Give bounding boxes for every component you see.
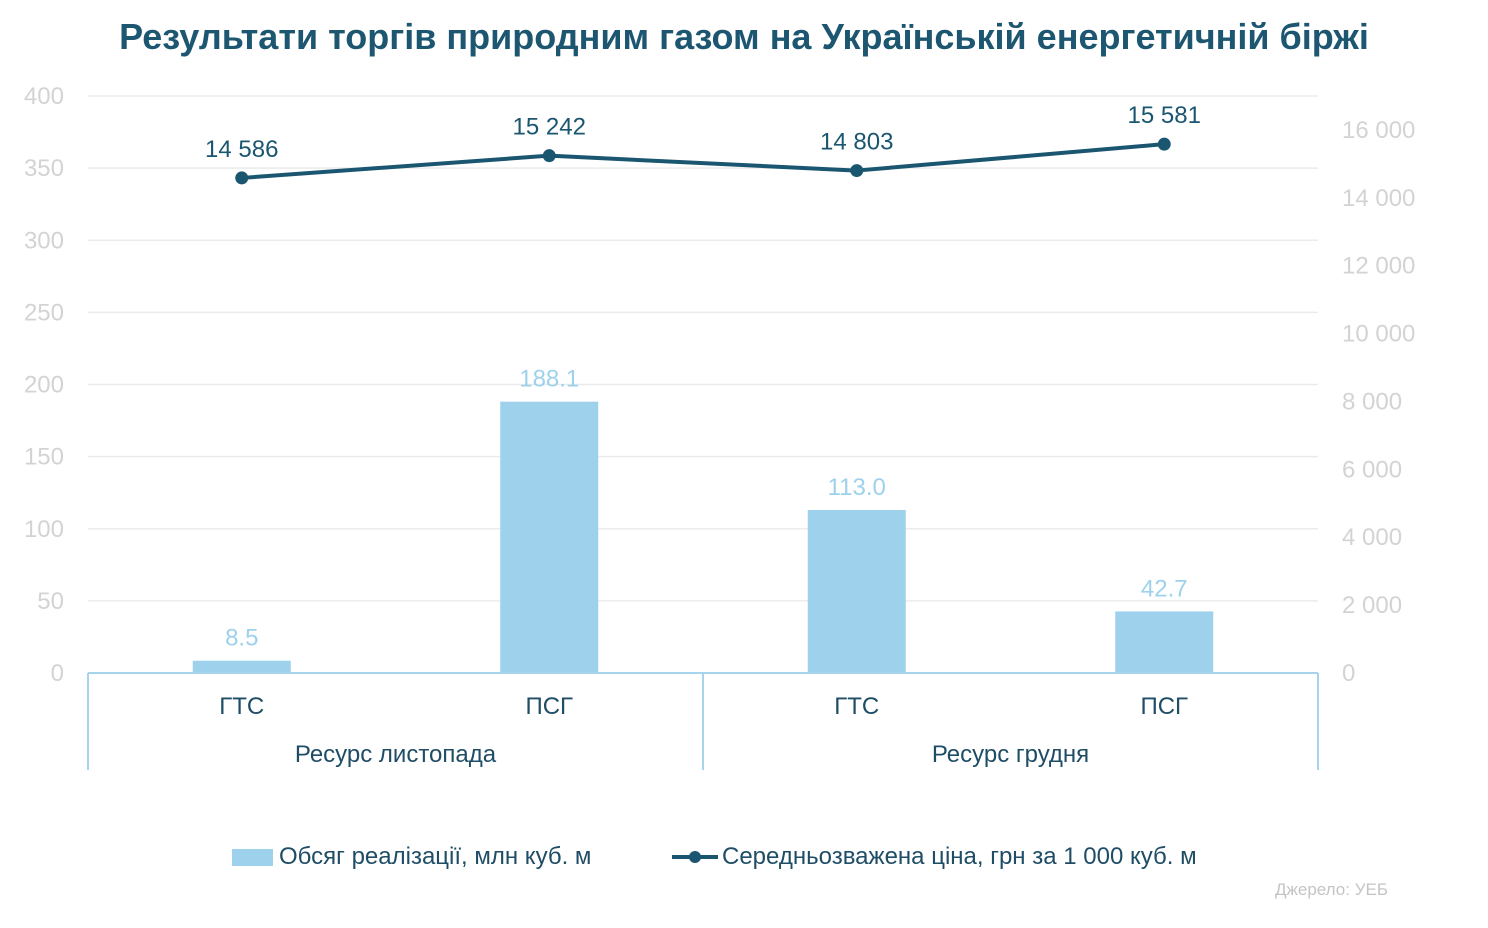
volume-bar-1	[500, 401, 599, 673]
price-label-0: 14 586	[205, 136, 278, 163]
right-axis-tick-label-6: 12 000	[1342, 253, 1415, 280]
group-label-1: Ресурс грудня	[932, 741, 1089, 768]
source-note: Джерело: УЕБ	[1275, 880, 1388, 899]
legend-label-volume: Обсяг реалізації, млн куб. м	[279, 843, 592, 870]
volume-bar-3	[1115, 611, 1214, 673]
volume-bar-0	[192, 660, 291, 673]
left-axis-tick-label-4: 200	[24, 372, 64, 399]
right-axis-tick-label-7: 14 000	[1342, 185, 1415, 212]
category-label-1: ПСГ	[525, 693, 573, 720]
legend-bar-swatch	[232, 848, 273, 866]
legend-item-volume: Обсяг реалізації, млн куб. м	[232, 843, 591, 871]
price-point-1	[542, 149, 556, 163]
left-axis-tick-label-0: 0	[51, 660, 64, 687]
left-axis-tick-label-8: 400	[24, 83, 64, 110]
left-axis-tick-label-6: 300	[24, 227, 64, 254]
price-label-2: 14 803	[820, 129, 893, 156]
category-label-0: ГТС	[219, 693, 264, 720]
right-axis-tick-label-3: 6 000	[1342, 456, 1402, 483]
price-point-2	[850, 164, 864, 178]
legend-line-marker	[689, 851, 701, 863]
left-axis-tick-label-2: 100	[24, 516, 64, 543]
right-axis-tick-label-8: 16 000	[1342, 117, 1415, 144]
left-axis-tick-label-3: 150	[24, 444, 64, 471]
volume-bar-label-2: 113.0	[828, 474, 886, 501]
right-axis-tick-label-2: 4 000	[1342, 524, 1402, 551]
price-line	[239, 142, 1167, 180]
group-label-0: Ресурс листопада	[295, 741, 497, 768]
category-label-3: ПСГ	[1140, 693, 1188, 720]
right-axis-tick-label-1: 2 000	[1342, 592, 1402, 619]
volume-bar-label-3: 42.7	[1141, 575, 1188, 602]
price-point-0	[235, 171, 249, 185]
right-axis-tick-label-5: 10 000	[1342, 321, 1415, 348]
right-axis-tick-label-0: 0	[1342, 660, 1355, 687]
legend-label-price: Середньозважена ціна, грн за 1 000 куб. …	[722, 843, 1197, 870]
price-point-3	[1157, 137, 1171, 151]
price-label-1: 15 242	[513, 114, 586, 141]
left-axis-tick-label-7: 350	[24, 155, 64, 182]
price-label-3: 15 581	[1128, 102, 1201, 129]
category-label-2: ГТС	[834, 693, 879, 720]
left-axis-tick-label-1: 50	[37, 588, 64, 615]
left-axis-tick-label-5: 250	[24, 299, 64, 326]
right-axis-tick-label-4: 8 000	[1342, 388, 1402, 415]
volume-bar-2	[807, 509, 906, 673]
volume-bar-label-1: 188.1	[519, 366, 579, 393]
volume-bar-label-0: 8.5	[225, 625, 258, 652]
legend-item-price: Середньозважена ціна, грн за 1 000 куб. …	[672, 843, 1197, 871]
legend-line-swatch	[672, 850, 718, 864]
chart-title: Результати торгів природним газом на Укр…	[119, 16, 1369, 57]
